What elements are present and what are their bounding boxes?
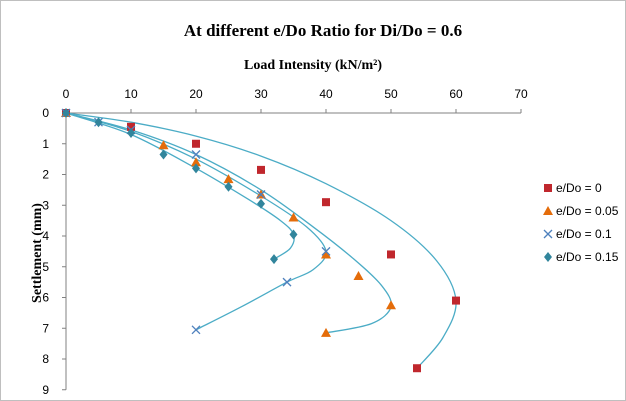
legend-marker-0 <box>544 184 552 192</box>
series-0-point <box>322 198 330 207</box>
axes-layer: 0 10 20 30 40 50 60 70 0 1 2 3 4 5 6 7 8 9 <box>42 87 528 397</box>
legend-label-1: e/Do = 0.05 <box>556 204 619 218</box>
y-tick-label: 5 <box>42 260 49 274</box>
y-tick-label: 8 <box>42 352 49 366</box>
chart-title: At different e/Do Ratio for Di/Do = 0.6 <box>184 21 462 40</box>
y-tick-label: 7 <box>42 321 49 335</box>
x-tick-label: 70 <box>514 87 528 101</box>
series-2-point-stroke <box>191 150 201 159</box>
series-2-point-stroke <box>256 190 266 199</box>
series-2-point-stroke <box>321 246 331 256</box>
series-2-point-stroke <box>282 277 292 287</box>
y-tick-label: 9 <box>42 383 49 397</box>
legend-marker-3 <box>544 252 552 262</box>
y-tick-label: 2 <box>42 168 49 182</box>
series-2-point <box>256 190 266 199</box>
series-3-point <box>127 127 135 138</box>
series-2-point <box>191 325 201 335</box>
series-3-point <box>224 181 233 192</box>
series-3-point <box>192 163 200 174</box>
series-3-point <box>289 229 298 240</box>
y-tick-label: 3 <box>42 198 49 212</box>
series-3-point <box>257 198 265 209</box>
series-3-point <box>159 149 168 160</box>
x-axis-title: Load Intensity (kN/m²) <box>244 58 382 73</box>
series-3-point <box>94 117 103 128</box>
markers-layer <box>61 108 460 373</box>
series-1-point <box>321 249 331 259</box>
series-1-point <box>223 174 234 184</box>
legend: e/Do = 0 e/Do = 0.05 e/Do = 0.1 e/Do = 0.15 <box>543 181 619 264</box>
legend-marker-1 <box>543 206 553 215</box>
x-tick-label: 50 <box>384 87 398 101</box>
series-0-point <box>257 165 265 174</box>
legend-label-2: e/Do = 0.1 <box>556 227 612 241</box>
series-0-point <box>452 296 460 305</box>
series-0-point <box>127 122 135 131</box>
series-2-point-stroke <box>191 325 201 335</box>
x-tick-label: 10 <box>124 87 138 101</box>
series-1-trendline <box>65 112 392 334</box>
series-3-point <box>62 108 70 118</box>
x-tick-label: 30 <box>254 87 268 101</box>
legend-label-3: e/Do = 0.15 <box>556 250 619 264</box>
series-0-point <box>387 250 395 259</box>
y-tick-label: 0 <box>42 106 49 120</box>
y-tick-label: 4 <box>42 229 49 243</box>
series-3-trendline <box>65 112 295 260</box>
x-tick-label: 20 <box>189 87 203 101</box>
x-tick-label: 60 <box>449 87 463 101</box>
series-0-point <box>192 139 200 148</box>
series-2-point <box>321 246 331 256</box>
series-1-point <box>288 212 299 222</box>
trendlines-layer <box>65 112 457 369</box>
y-axis-title: Settlement (mm) <box>30 203 45 303</box>
y-tick-label: 1 <box>42 137 49 151</box>
series-1-point <box>158 140 169 150</box>
series-1-point <box>191 157 201 167</box>
legend-marker-2-stroke <box>543 229 553 239</box>
series-1-point <box>386 300 396 310</box>
x-tick-label: 0 <box>63 87 70 101</box>
series-1-point <box>353 270 364 280</box>
y-tick-label: 6 <box>42 291 49 305</box>
series-0-trendline <box>65 112 457 369</box>
legend-marker-2 <box>543 229 553 239</box>
series-3-point <box>270 254 278 265</box>
series-2-trendline <box>65 112 327 331</box>
legend-label-0: e/Do = 0 <box>556 181 602 195</box>
series-2-point <box>282 277 292 287</box>
x-tick-label: 40 <box>319 87 333 101</box>
series-2-point <box>191 150 201 159</box>
series-0-point <box>413 364 421 373</box>
series-1-point <box>321 327 331 337</box>
